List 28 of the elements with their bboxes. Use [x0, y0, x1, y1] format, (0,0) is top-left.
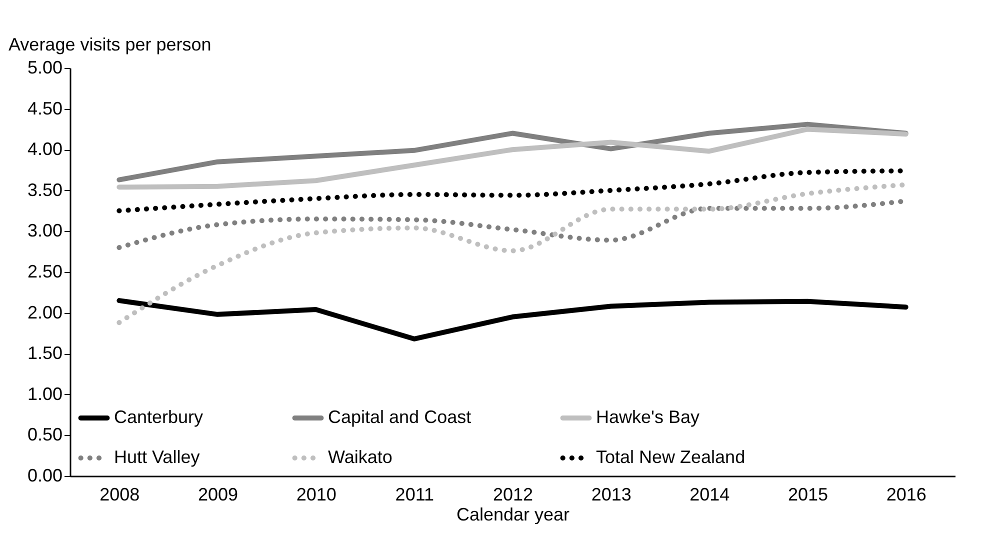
- x-tick-label: 2013: [591, 484, 632, 504]
- y-tick-label: 1.00: [27, 384, 62, 404]
- y-tick-label: 3.50: [27, 180, 62, 200]
- legend-label: Canterbury: [114, 407, 204, 427]
- x-tick-label: 2012: [492, 484, 534, 504]
- x-tick-label: 2015: [788, 484, 828, 504]
- x-tick-label: 2014: [690, 484, 730, 504]
- legend-label: Hawke's Bay: [596, 407, 700, 427]
- y-tick-label: 1.50: [27, 343, 62, 364]
- y-tick-label: 2.50: [27, 262, 62, 282]
- y-tick-label: 2.00: [27, 302, 62, 322]
- x-tick-label: 2010: [296, 484, 336, 504]
- legend-label: Waikato: [328, 447, 392, 467]
- y-tick-label: 0.00: [27, 466, 62, 486]
- y-tick-label: 3.00: [27, 220, 62, 241]
- legend-label: Total New Zealand: [596, 447, 746, 467]
- y-tick-label: 4.50: [27, 98, 62, 118]
- legend-label: Hutt Valley: [114, 447, 200, 467]
- legend-label: Capital and Coast: [328, 407, 472, 427]
- y-tick-label: 0.50: [27, 424, 62, 445]
- x-tick-label: 2016: [886, 484, 926, 504]
- x-tick-label: 2009: [198, 484, 238, 504]
- x-tick-label: 2008: [100, 484, 140, 504]
- x-axis-title: Calendar year: [456, 504, 570, 524]
- y-axis-title: Average visits per person: [8, 34, 212, 54]
- y-tick-label: 4.00: [27, 139, 62, 160]
- x-tick-label: 2011: [395, 484, 434, 504]
- y-tick-label: 5.00: [27, 58, 62, 78]
